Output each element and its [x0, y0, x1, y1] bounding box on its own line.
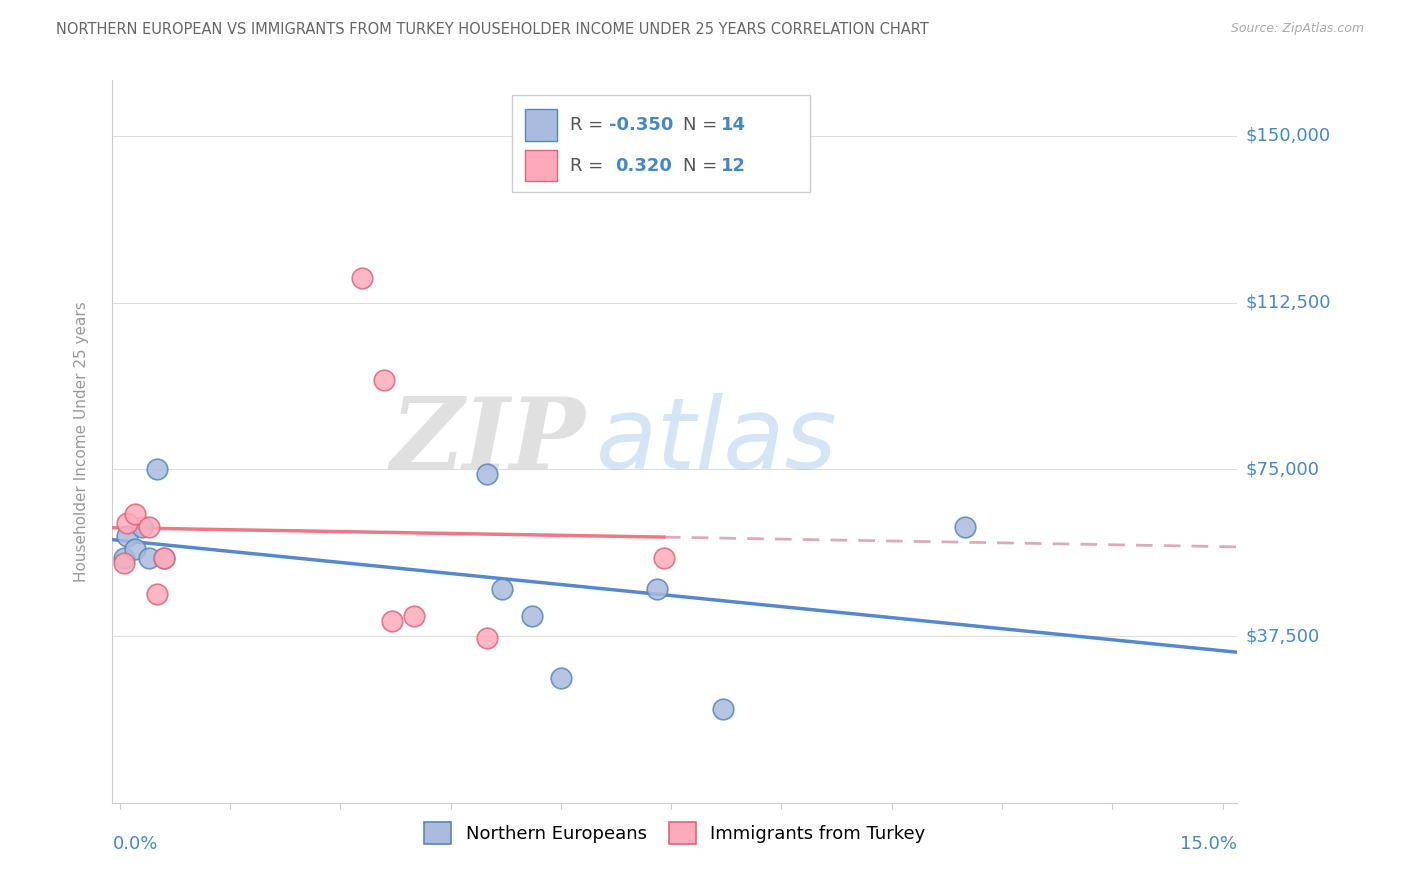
Text: 15.0%: 15.0%: [1180, 835, 1237, 854]
Point: [477, 632, 499, 646]
Text: Source: ZipAtlas.com: Source: ZipAtlas.com: [1230, 22, 1364, 36]
FancyBboxPatch shape: [526, 150, 557, 181]
Text: 14: 14: [721, 116, 747, 134]
Point: [115, 516, 138, 530]
Point: [138, 520, 160, 534]
Point: [645, 582, 668, 597]
FancyBboxPatch shape: [512, 95, 810, 193]
Point: [955, 520, 977, 534]
Point: [550, 671, 572, 685]
Point: [381, 614, 404, 628]
Point: [131, 520, 153, 534]
Text: 0.0%: 0.0%: [112, 835, 157, 854]
Point: [153, 551, 176, 566]
Point: [402, 609, 425, 624]
Text: ZIP: ZIP: [389, 393, 585, 490]
Text: N =: N =: [683, 116, 723, 134]
Point: [520, 609, 543, 624]
Point: [145, 462, 167, 476]
Point: [138, 551, 160, 566]
Text: NORTHERN EUROPEAN VS IMMIGRANTS FROM TURKEY HOUSEHOLDER INCOME UNDER 25 YEARS CO: NORTHERN EUROPEAN VS IMMIGRANTS FROM TUR…: [56, 22, 929, 37]
Point: [145, 587, 167, 601]
Point: [115, 529, 138, 543]
Point: [652, 551, 675, 566]
Point: [124, 542, 146, 557]
Text: $150,000: $150,000: [1246, 127, 1330, 145]
Point: [124, 507, 146, 521]
Text: -0.350: -0.350: [609, 116, 673, 134]
Text: R =: R =: [571, 156, 609, 175]
Legend: Northern Europeans, Immigrants from Turkey: Northern Europeans, Immigrants from Turk…: [413, 812, 936, 855]
Text: $112,500: $112,500: [1246, 293, 1331, 311]
Point: [491, 582, 513, 597]
FancyBboxPatch shape: [526, 109, 557, 141]
Point: [112, 556, 135, 570]
Text: 0.320: 0.320: [616, 156, 672, 175]
Point: [112, 551, 135, 566]
Point: [711, 702, 734, 716]
Point: [352, 271, 374, 285]
Text: 12: 12: [721, 156, 747, 175]
Text: $75,000: $75,000: [1246, 460, 1320, 478]
Text: R =: R =: [571, 116, 609, 134]
Text: atlas: atlas: [596, 393, 838, 490]
Point: [477, 467, 499, 481]
Point: [373, 373, 395, 387]
Text: $37,500: $37,500: [1246, 627, 1320, 645]
Point: [153, 551, 176, 566]
Y-axis label: Householder Income Under 25 years: Householder Income Under 25 years: [75, 301, 89, 582]
Text: N =: N =: [683, 156, 723, 175]
